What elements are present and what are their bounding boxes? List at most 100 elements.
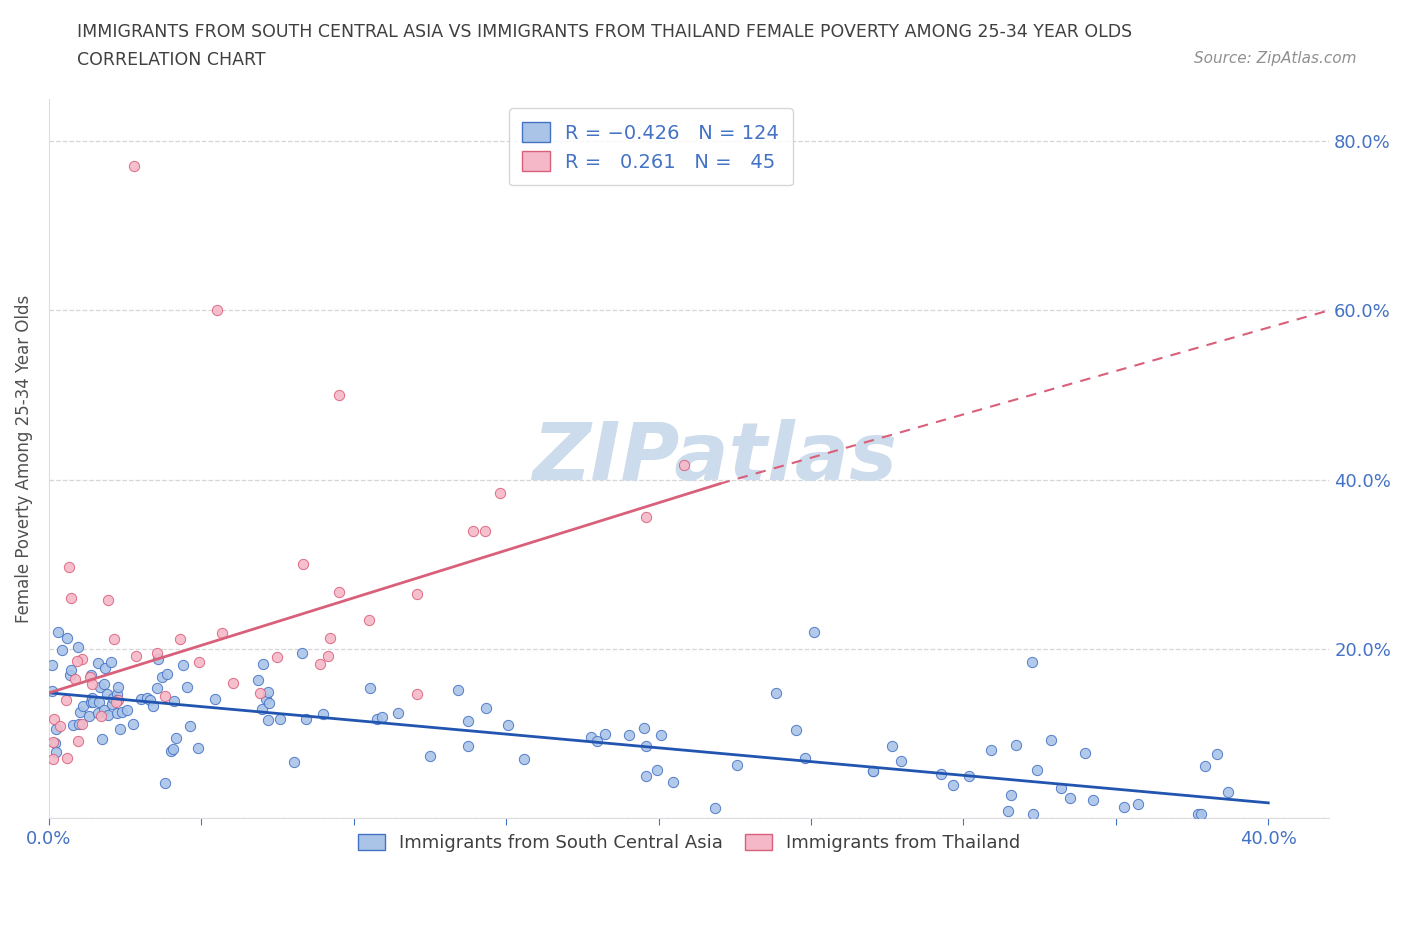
Point <box>474 524 496 538</box>
Point <box>72 698 94 713</box>
Point <box>165 731 187 746</box>
Point <box>58 560 80 575</box>
Point <box>636 510 658 525</box>
Point <box>447 683 470 698</box>
Y-axis label: Female Poverty Among 25-34 Year Olds: Female Poverty Among 25-34 Year Olds <box>15 294 32 622</box>
Point <box>636 738 658 753</box>
Point <box>155 667 177 682</box>
Point <box>105 705 128 720</box>
Point <box>1073 746 1095 761</box>
Point <box>595 726 617 741</box>
Point <box>188 655 211 670</box>
Point <box>890 753 912 768</box>
Point <box>80 676 103 691</box>
Point <box>56 631 79 646</box>
Point <box>387 706 409 721</box>
Point <box>266 650 288 665</box>
Point <box>309 656 332 671</box>
Point <box>942 777 965 792</box>
Point <box>257 684 280 699</box>
Point <box>371 710 394 724</box>
Point <box>785 723 807 737</box>
Point <box>205 303 228 318</box>
Point <box>172 658 194 672</box>
Point <box>704 800 727 815</box>
Point <box>249 685 271 700</box>
Point <box>146 681 169 696</box>
Point <box>1026 763 1049 777</box>
Point <box>359 680 381 695</box>
Point <box>319 631 342 645</box>
Point <box>56 751 79 765</box>
Point <box>82 695 104 710</box>
Point <box>129 691 152 706</box>
Legend: Immigrants from South Central Asia, Immigrants from Thailand: Immigrants from South Central Asia, Immi… <box>350 827 1028 859</box>
Point <box>204 692 226 707</box>
Point <box>55 693 77 708</box>
Point <box>1005 737 1028 752</box>
Point <box>295 712 318 727</box>
Point <box>89 695 111 710</box>
Point <box>250 702 273 717</box>
Point <box>79 668 101 683</box>
Point <box>44 736 66 751</box>
Point <box>1194 759 1216 774</box>
Point <box>803 624 825 639</box>
Point <box>122 717 145 732</box>
Point <box>80 691 103 706</box>
Point <box>633 720 655 735</box>
Text: ZIPatlas: ZIPatlas <box>533 419 897 498</box>
Point <box>93 677 115 692</box>
Text: Source: ZipAtlas.com: Source: ZipAtlas.com <box>1194 51 1357 66</box>
Point <box>257 712 280 727</box>
Point <box>291 556 314 571</box>
Point <box>997 804 1019 818</box>
Point <box>66 639 89 654</box>
Point <box>793 751 815 765</box>
Point <box>1022 806 1045 821</box>
Point <box>45 744 67 759</box>
Point <box>512 751 534 766</box>
Point <box>90 709 112 724</box>
Point <box>97 708 120 723</box>
Point <box>672 458 695 472</box>
Point <box>650 727 672 742</box>
Point <box>101 690 124 705</box>
Point <box>405 687 427 702</box>
Point <box>150 670 173 684</box>
Point <box>457 738 479 753</box>
Point <box>1021 654 1043 669</box>
Point <box>101 697 124 711</box>
Point <box>419 749 441 764</box>
Point <box>1081 792 1104 807</box>
Point <box>328 584 350 599</box>
Point <box>65 671 87 686</box>
Point <box>67 716 90 731</box>
Point <box>86 656 108 671</box>
Point <box>221 675 243 690</box>
Point <box>124 159 146 174</box>
Point <box>269 711 291 726</box>
Point <box>328 388 350 403</box>
Point <box>366 711 388 726</box>
Point <box>179 719 201 734</box>
Point <box>283 755 305 770</box>
Point <box>96 686 118 701</box>
Point <box>67 734 90 749</box>
Point <box>41 735 63 750</box>
Point <box>617 727 640 742</box>
Point <box>862 764 884 778</box>
Point <box>1187 806 1209 821</box>
Point <box>103 631 125 646</box>
Point <box>489 485 512 500</box>
Point <box>162 741 184 756</box>
Point <box>115 703 138 718</box>
Point <box>1114 799 1136 814</box>
Point <box>89 679 111 694</box>
Point <box>153 688 176 703</box>
Point <box>41 658 63 672</box>
Point <box>257 696 280 711</box>
Point <box>79 670 101 684</box>
Point <box>474 700 496 715</box>
Point <box>661 775 683 790</box>
